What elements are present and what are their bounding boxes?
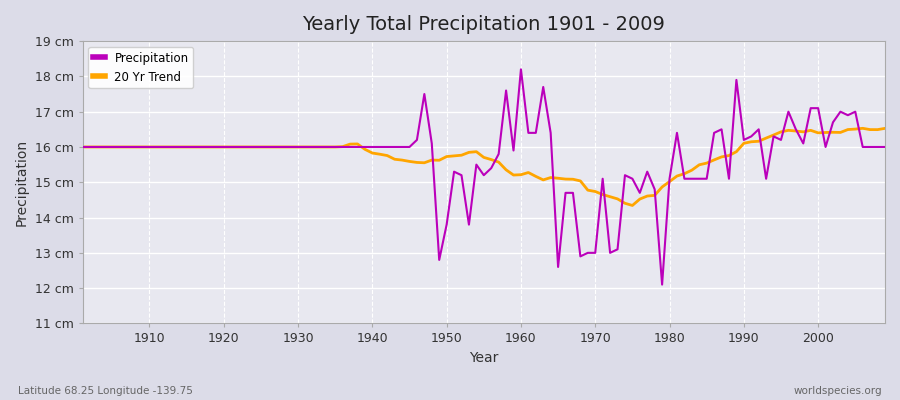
20 Yr Trend — [345, 142, 356, 146]
20 Yr Trend — [300, 144, 310, 149]
Precipitation — [77, 144, 88, 149]
Precipitation — [345, 144, 356, 149]
20 Yr Trend — [508, 173, 519, 178]
Precipitation — [523, 130, 534, 135]
Title: Yearly Total Precipitation 1901 - 2009: Yearly Total Precipitation 1901 - 2009 — [302, 15, 665, 34]
Text: worldspecies.org: worldspecies.org — [794, 386, 882, 396]
X-axis label: Year: Year — [469, 351, 499, 365]
20 Yr Trend — [605, 194, 616, 199]
Y-axis label: Precipitation: Precipitation — [15, 139, 29, 226]
Precipitation — [612, 247, 623, 252]
Line: 20 Yr Trend: 20 Yr Trend — [83, 128, 885, 206]
Precipitation — [137, 144, 148, 149]
20 Yr Trend — [137, 144, 148, 149]
Precipitation — [657, 282, 668, 287]
20 Yr Trend — [516, 172, 526, 177]
Precipitation — [516, 67, 526, 72]
Precipitation — [300, 144, 310, 149]
Line: Precipitation: Precipitation — [83, 69, 885, 284]
20 Yr Trend — [879, 126, 890, 131]
Legend: Precipitation, 20 Yr Trend: Precipitation, 20 Yr Trend — [88, 47, 194, 88]
Precipitation — [508, 148, 519, 153]
20 Yr Trend — [858, 126, 868, 131]
Text: Latitude 68.25 Longitude -139.75: Latitude 68.25 Longitude -139.75 — [18, 386, 193, 396]
20 Yr Trend — [627, 203, 638, 208]
20 Yr Trend — [77, 144, 88, 149]
Precipitation — [879, 144, 890, 149]
